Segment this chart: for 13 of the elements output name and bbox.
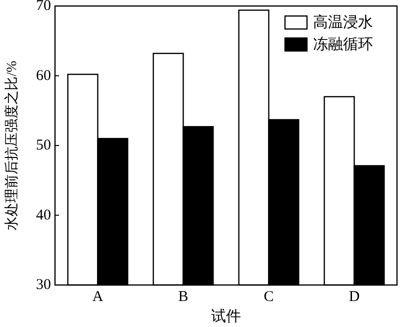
y-axis-title: 水处理前后抗压强度之比/% xyxy=(4,60,20,230)
y-tick-label: 30 xyxy=(36,277,51,293)
legend-label: 冻融循环 xyxy=(313,36,373,53)
x-axis-title: 试件 xyxy=(211,308,241,325)
x-tick-label: A xyxy=(92,289,104,305)
y-tick-label: 50 xyxy=(36,138,51,154)
y-tick-label: 70 xyxy=(36,0,51,14)
y-tick-label: 40 xyxy=(36,207,51,224)
x-tick-label: C xyxy=(264,289,274,305)
x-tick-label: D xyxy=(348,289,360,305)
x-tick-label: B xyxy=(178,289,188,305)
y-tick-label: 60 xyxy=(36,68,51,84)
legend-label: 高温浸水 xyxy=(313,14,373,31)
